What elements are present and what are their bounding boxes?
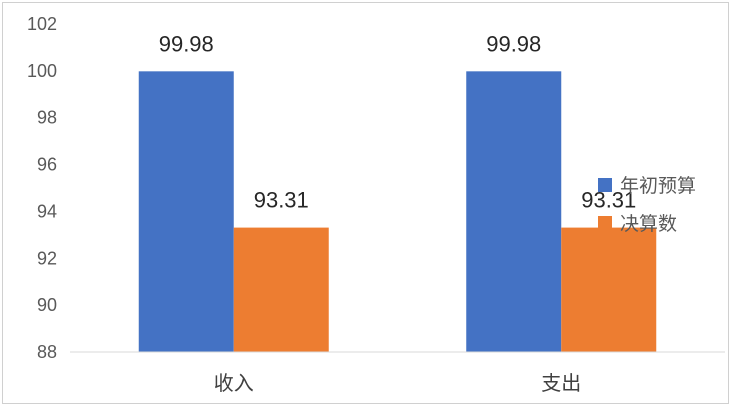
category-label: 支出 — [541, 371, 581, 395]
data-label: 99.98 — [486, 31, 541, 56]
bar-final-expense — [561, 227, 657, 352]
legend-swatch — [598, 178, 612, 192]
category-labels: 收入 支出 — [214, 371, 582, 395]
bar-final-income — [233, 227, 329, 352]
y-tick-label: 96 — [37, 155, 57, 175]
data-label: 93.31 — [254, 188, 309, 213]
y-tick-label: 102 — [27, 14, 57, 34]
data-label: 99.98 — [159, 31, 214, 56]
y-tick-label: 94 — [37, 201, 57, 221]
legend-label: 年初预算 — [620, 175, 696, 197]
legend-label: 决算数 — [620, 213, 677, 235]
legend-swatch — [598, 216, 612, 230]
bar-budget-income — [138, 71, 234, 352]
bars — [138, 71, 657, 352]
category-label: 收入 — [214, 371, 254, 395]
y-tick-label: 92 — [37, 248, 57, 268]
y-tick-label: 88 — [37, 342, 57, 362]
y-tick-label: 98 — [37, 108, 57, 128]
y-axis-ticks: 88 90 92 94 96 98 100 102 — [27, 14, 57, 362]
y-tick-label: 90 — [37, 295, 57, 315]
y-tick-label: 100 — [27, 61, 57, 81]
bar-budget-expense — [466, 71, 562, 352]
